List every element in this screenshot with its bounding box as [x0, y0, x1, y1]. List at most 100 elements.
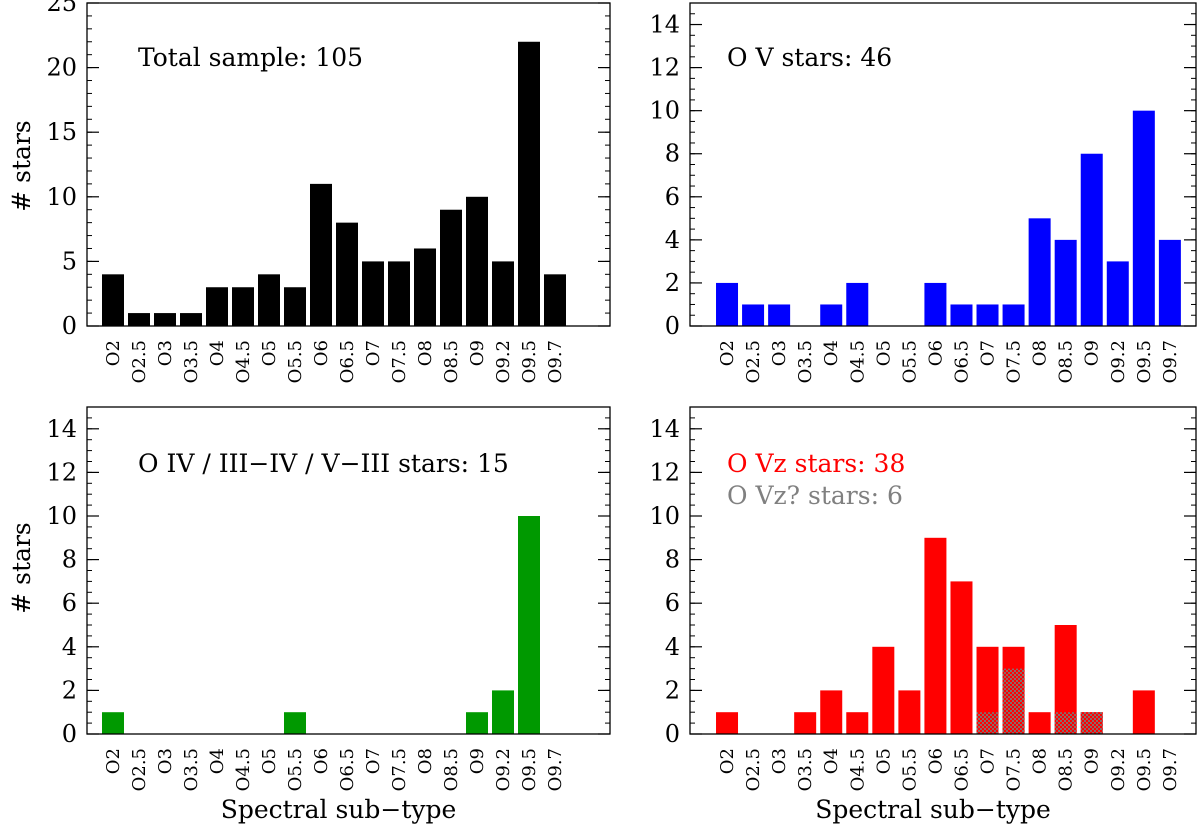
x-tick-label: O7: [978, 748, 999, 774]
panel-annotation: O V stars: 46: [727, 43, 892, 72]
bar: [924, 537, 947, 734]
x-tick-label: O5: [259, 340, 280, 366]
bar: [518, 41, 540, 326]
x-tick-label: O7: [978, 340, 999, 366]
bar: [284, 287, 306, 326]
x-tick-label: O2: [103, 340, 124, 366]
bar: [102, 712, 124, 734]
x-tick-label: O6.5: [951, 340, 972, 383]
x-tick-label: O2.5: [743, 340, 764, 383]
y-tick-label: 0: [665, 312, 680, 340]
x-tick-label: O2: [103, 748, 124, 774]
bar: [1158, 239, 1181, 326]
chart-panel-bottom-left: 0 2 4 6 8 10 12 14 O2 O2.5 O3 O3.5 O4 O4.5 O5 O5.5 O6 O6.…: [7, 406, 611, 824]
x-tick-label: O6: [311, 748, 332, 774]
x-tick-label: O3.5: [795, 340, 816, 383]
bar: [180, 313, 202, 326]
bar: [1002, 668, 1025, 734]
x-tick-label: O4.5: [233, 340, 254, 383]
x-tick-label: O8: [415, 748, 436, 774]
y-tick-label: 14: [46, 415, 77, 443]
x-tick-label: O8.5: [441, 748, 462, 791]
chart-panel-bottom-right: 0 2 4 6 8 10 12 14 O2 O2.5 O3 O3.5 O4 O4.5 O5 O5.5 O6 O6.…: [649, 406, 1197, 824]
x-tick-label: O4.5: [233, 748, 254, 791]
bar: [872, 646, 895, 734]
y-tick-label: 6: [665, 183, 680, 211]
y-tick-label: 10: [46, 502, 77, 530]
x-tick-label: O7: [363, 340, 384, 366]
x-tick-label: O3: [769, 748, 790, 774]
y-tick-label: 10: [649, 502, 680, 530]
bar: [284, 712, 306, 734]
x-tick-label: O5.5: [285, 340, 306, 383]
x-tick-label: O5: [259, 748, 280, 774]
x-tick-label: O5.5: [285, 748, 306, 791]
bar: [1054, 625, 1077, 734]
panel-annotation: O Vz stars: 38: [727, 449, 905, 478]
bar: [1132, 690, 1155, 734]
bar: [1080, 712, 1103, 734]
panel-annotation: Total sample: 105: [138, 43, 363, 72]
bar: [518, 516, 540, 734]
bar: [362, 261, 384, 326]
x-tick-label: O8.5: [1056, 340, 1077, 383]
y-tick-label: 0: [665, 720, 680, 748]
x-tick-label: O9: [1082, 340, 1103, 366]
x-tick-label: O2: [717, 748, 738, 774]
bar: [1132, 110, 1155, 326]
bar: [440, 209, 462, 326]
bar: [1054, 239, 1077, 326]
x-tick-label: O4: [207, 748, 228, 774]
x-tick-label: O9.2: [493, 748, 514, 791]
y-tick-label: 8: [665, 140, 680, 168]
bar: [1106, 261, 1129, 326]
y-tick-label: 2: [665, 269, 680, 297]
bar: [492, 261, 514, 326]
x-tick-label: O9.2: [1108, 340, 1129, 383]
y-tick-label: 12: [649, 458, 680, 486]
bar: [820, 690, 843, 734]
x-tick-label: O9.7: [545, 748, 566, 791]
y-tick-label: 20: [46, 54, 77, 82]
x-tick-label: O4: [821, 748, 842, 774]
x-tick-label: O2.5: [129, 748, 150, 791]
x-axis-title: Spectral sub−type: [815, 795, 1051, 824]
y-tick-label: 4: [665, 226, 680, 254]
x-tick-label: O3.5: [181, 748, 202, 791]
x-tick-label: O7.5: [389, 748, 410, 791]
x-tick-label: O9.7: [1160, 748, 1181, 791]
x-tick-label: O3.5: [181, 340, 202, 383]
x-tick-label: O6.5: [337, 340, 358, 383]
x-tick-label: O9.2: [1108, 748, 1129, 791]
y-tick-label: 10: [46, 183, 77, 211]
x-tick-label: O6.5: [337, 748, 358, 791]
x-tick-label: O8.5: [441, 340, 462, 383]
y-tick-label: 6: [62, 589, 77, 617]
x-tick-label: O5: [873, 340, 894, 366]
y-tick-label: 10: [649, 97, 680, 125]
bar: [206, 287, 228, 326]
bar: [950, 581, 973, 734]
bar: [336, 222, 358, 326]
bar: [716, 282, 739, 326]
bar: [898, 690, 921, 734]
bar: [466, 196, 488, 326]
chart-panel-top-right: 0 2 4 6 8 10 12 14 O2 O2.5 O3 O3.5 O4 O4.5 O5 O5.5 O6 O6.…: [649, 2, 1197, 383]
x-tick-label: O9.5: [1134, 340, 1155, 383]
bar: [1028, 712, 1051, 734]
y-tick-label: 8: [665, 546, 680, 574]
x-tick-label: O8.5: [1056, 748, 1077, 791]
x-tick-label: O9.5: [1134, 748, 1155, 791]
bar: [846, 282, 869, 326]
bar: [258, 274, 280, 326]
bar: [950, 304, 973, 326]
chart-panel-top-left: 0 5 10 15 20 25 O2 O2.5 O3 O3.5 O4 O4.5 O5 O5.5 O6 O6.5…: [7, 0, 611, 383]
y-tick-label: 2: [62, 676, 77, 704]
x-tick-label: O6: [925, 340, 946, 366]
x-tick-label: O9.5: [519, 748, 540, 791]
bar: [388, 261, 410, 326]
x-tick-label: O9.2: [493, 340, 514, 383]
y-tick-label: 0: [62, 312, 77, 340]
x-tick-label: O4: [821, 340, 842, 366]
